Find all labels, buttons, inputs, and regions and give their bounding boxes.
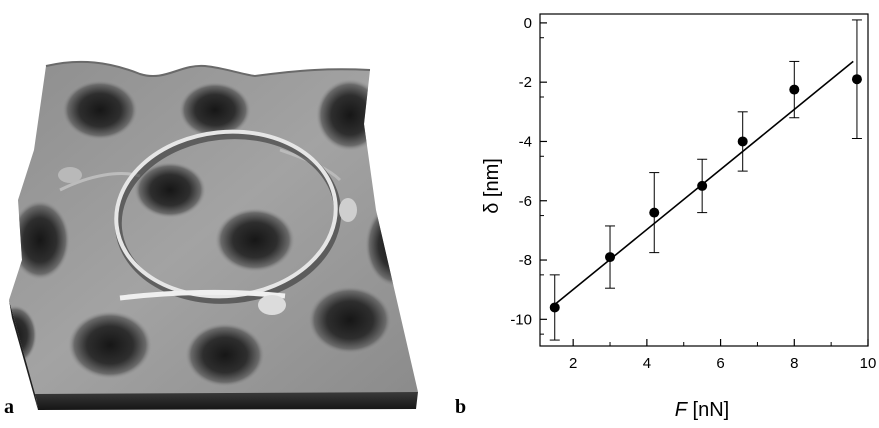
panel-label-b: b [455,396,467,418]
y-axis-label: δ [nm] [481,158,503,214]
data-point [697,180,708,191]
x-tick-label: 8 [790,355,798,372]
data-point [649,207,660,218]
plot-border [539,13,869,347]
data-point [549,302,560,313]
data-points-layer [549,19,862,341]
x-tick-label: 4 [643,355,651,372]
x-tick-label: 6 [716,355,724,372]
x-tick-label: 2 [569,355,577,372]
y-tick-label: -8 [519,252,532,269]
afm-topography-image [0,0,430,423]
y-tick-label: -4 [519,133,532,150]
chart-svg: 0 -2 -4 -6 -8 -10 2 4 6 8 10 δ [nm] F [nN] [481,13,876,421]
panel-label-a: a [4,396,14,418]
data-point [789,84,800,95]
force-deformation-chart: 0 -2 -4 -6 -8 -10 2 4 6 8 10 δ [nm] F [nN] [430,0,879,423]
y-tick-label: -6 [519,193,532,210]
y-axis: 0 -2 -4 -6 -8 -10 [510,15,547,335]
plot-frame [539,13,869,347]
afm-surface-render [9,60,418,410]
y-tick-label: 0 [524,15,532,32]
y-tick-label: -2 [519,74,532,91]
x-axis: 2 4 6 8 10 [569,339,876,372]
afm-base-edge [35,392,418,410]
y-tick-label: -10 [510,311,532,328]
x-axis-label: F [nN] [675,399,729,421]
x-axis-label-var: F [675,399,689,421]
x-axis-label-unit: [nN] [687,399,729,421]
x-tick-label: 10 [860,355,877,372]
data-point [851,74,862,85]
data-point [605,252,616,263]
data-point [737,136,748,147]
